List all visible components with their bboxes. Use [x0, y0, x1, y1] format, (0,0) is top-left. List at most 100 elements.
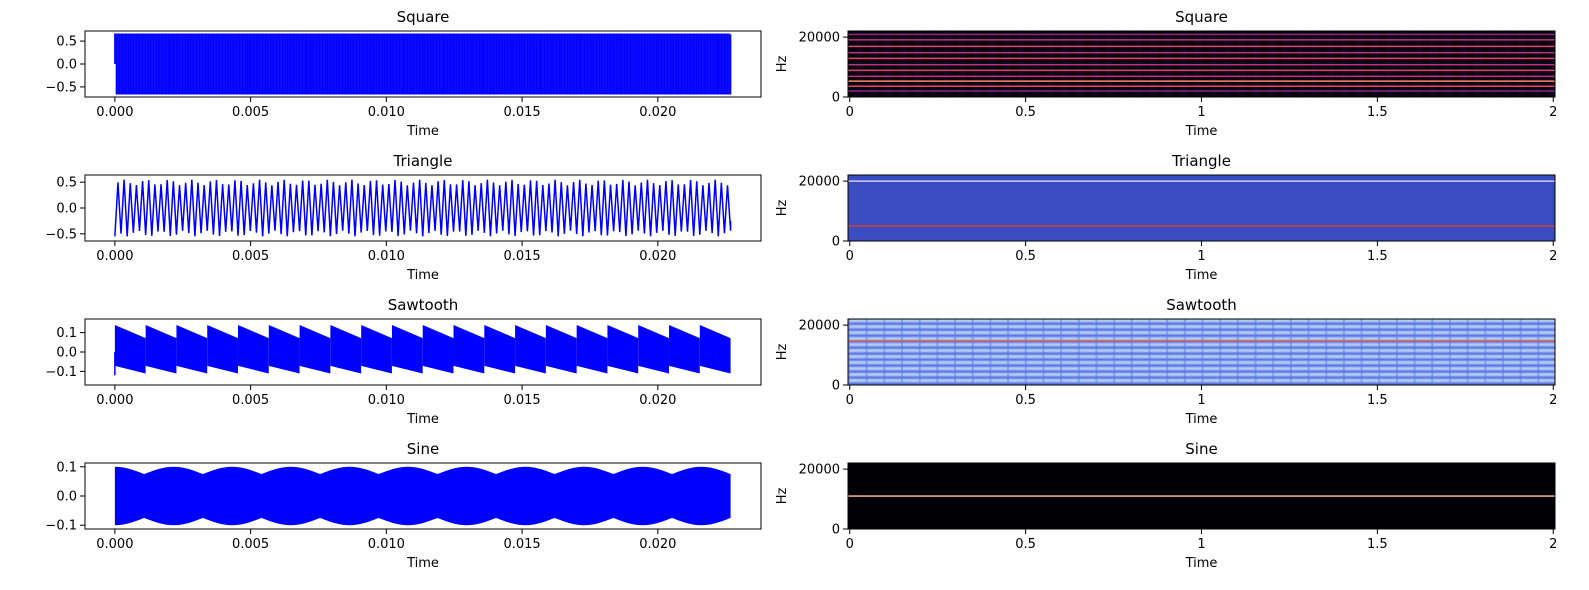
spectrogram-band	[848, 90, 1555, 92]
spectrogram-band	[848, 180, 1555, 182]
x-axis-label: Time	[1185, 556, 1218, 571]
spectrogram-column	[1219, 319, 1222, 385]
waveform-segment	[238, 324, 269, 374]
x-tick-label: 0	[846, 537, 854, 552]
spectrogram-band	[848, 495, 1555, 497]
subplot-waveform-sawtooth: 0.000 0.005 0.010 0.015 0.020 −0.1 0.0 0.1 Sawto…	[45, 296, 762, 427]
spectrogram-column	[865, 319, 868, 385]
subplot-waveform-triangle: 0.000 0.005 0.010 0.015 0.020 −0.5 0.0 0.5 Trian…	[45, 152, 762, 283]
x-axis-label: Time	[1185, 124, 1218, 139]
spectrogram-column	[1431, 319, 1434, 385]
spectrogram-column	[989, 319, 992, 385]
y-tick-label: −0.1	[45, 365, 77, 380]
y-tick-label: 0.5	[56, 176, 77, 191]
x-tick-label: 0.015	[503, 393, 540, 408]
spectrogram-column	[1466, 319, 1469, 385]
x-axis-label: Time	[406, 556, 439, 571]
x-tick-label: 0	[846, 393, 854, 408]
y-tick-label: 0	[832, 523, 840, 538]
x-tick-label: 0.020	[639, 537, 676, 552]
x-tick-label: 1	[1197, 105, 1205, 120]
y-axis-label: Hz	[775, 200, 790, 217]
subplot-spectrogram-square: 0 0.5 1 1.5 2 0 20000 Square Time Hz	[775, 8, 1557, 139]
y-tick-label: 0.0	[56, 490, 77, 505]
x-tick-label: 0.005	[232, 249, 269, 264]
waveform-segment	[268, 324, 300, 374]
spectrogram-column	[918, 319, 921, 385]
spectrogram-band	[848, 225, 1555, 227]
x-tick-label: 0.020	[639, 105, 676, 120]
spectrogram-column	[1519, 319, 1522, 385]
spectrogram-band	[848, 69, 1555, 72]
waveform-segment	[391, 324, 423, 374]
x-axis-label: Time	[1185, 268, 1218, 283]
spectrogram-band	[848, 75, 1555, 78]
subplot-title: Sawtooth	[1166, 296, 1237, 314]
waveform-segment	[299, 324, 331, 374]
y-tick-label: 0	[832, 379, 840, 394]
waveform-segment	[330, 324, 362, 374]
y-tick-label: 0.0	[56, 202, 77, 217]
x-tick-label: 0.5	[1015, 537, 1036, 552]
subplot-title: Triangle	[1171, 152, 1231, 170]
y-tick-label: −0.5	[45, 80, 77, 95]
waveform-segment	[145, 324, 177, 374]
y-tick-label: 0	[832, 91, 840, 106]
spectrogram-band	[848, 57, 1555, 60]
x-tick-label: 1	[1197, 393, 1205, 408]
x-axis-label: Time	[406, 268, 439, 283]
waveform-segment	[453, 324, 485, 374]
plot-area	[848, 31, 1555, 97]
y-tick-label: 20000	[799, 319, 840, 334]
x-tick-label: 0.000	[96, 393, 133, 408]
waveform-segment	[607, 324, 639, 374]
x-tick-label: 0.010	[368, 393, 405, 408]
plot-area	[848, 175, 1555, 241]
spectrogram-band	[848, 63, 1555, 66]
spectrogram-background	[848, 175, 1555, 241]
spectrogram-column	[936, 319, 939, 385]
spectrogram-band	[848, 51, 1555, 54]
plot-area	[848, 319, 1555, 385]
subplot-title: Triangle	[393, 152, 453, 170]
x-tick-label: 0.000	[96, 105, 133, 120]
spectrogram-column	[901, 319, 904, 385]
x-axis-label: Time	[406, 412, 439, 427]
spectrogram-column	[1060, 319, 1063, 385]
waveform-segment	[545, 324, 577, 374]
spectrogram-column	[1183, 319, 1186, 385]
spectrogram-column	[1395, 319, 1398, 385]
plot-area	[848, 463, 1555, 529]
y-axis-label: Hz	[775, 56, 790, 73]
spectrogram-column	[954, 319, 957, 385]
waveform-area	[114, 466, 731, 526]
waveform-segment	[207, 324, 238, 374]
x-tick-label: 2	[1549, 393, 1557, 408]
spectrogram-column	[1007, 319, 1010, 385]
spectrogram-column	[1501, 319, 1504, 385]
waveform-segment	[484, 324, 516, 374]
subplot-spectrogram-sine: 0 0.5 1 1.5 2 0 20000 Sine Time Hz	[775, 440, 1557, 571]
spectrogram-column	[848, 319, 850, 385]
waveform-segment	[669, 324, 700, 374]
subplot-waveform-square: 0.000 0.005 0.010 0.015 0.020 −0.5 0.0 0.5 Squar…	[45, 8, 762, 139]
subplot-waveform-sine: 0.000 0.005 0.010 0.015 0.020 −0.1 0.0 0.1 Sine T…	[45, 440, 762, 571]
x-tick-label: 0.005	[232, 105, 269, 120]
spectrogram-column	[1236, 319, 1239, 385]
y-tick-label: 0.0	[56, 346, 77, 361]
x-tick-label: 0.005	[232, 393, 269, 408]
spectrogram-column	[883, 319, 886, 385]
spectrogram-band	[848, 339, 1555, 342]
x-axis-label: Time	[406, 124, 439, 139]
spectrogram-column	[1448, 319, 1451, 385]
spectrogram-column	[1325, 319, 1328, 385]
subplot-title: Sine	[407, 440, 439, 458]
spectrogram-column	[1130, 319, 1133, 385]
x-tick-label: 2	[1549, 105, 1557, 120]
spectrogram-column	[1378, 319, 1381, 385]
y-tick-label: 0.1	[56, 326, 77, 341]
spectrogram-band	[848, 45, 1555, 48]
x-tick-label: 0.020	[639, 249, 676, 264]
x-tick-label: 1	[1197, 537, 1205, 552]
waveform-segment	[176, 324, 208, 374]
